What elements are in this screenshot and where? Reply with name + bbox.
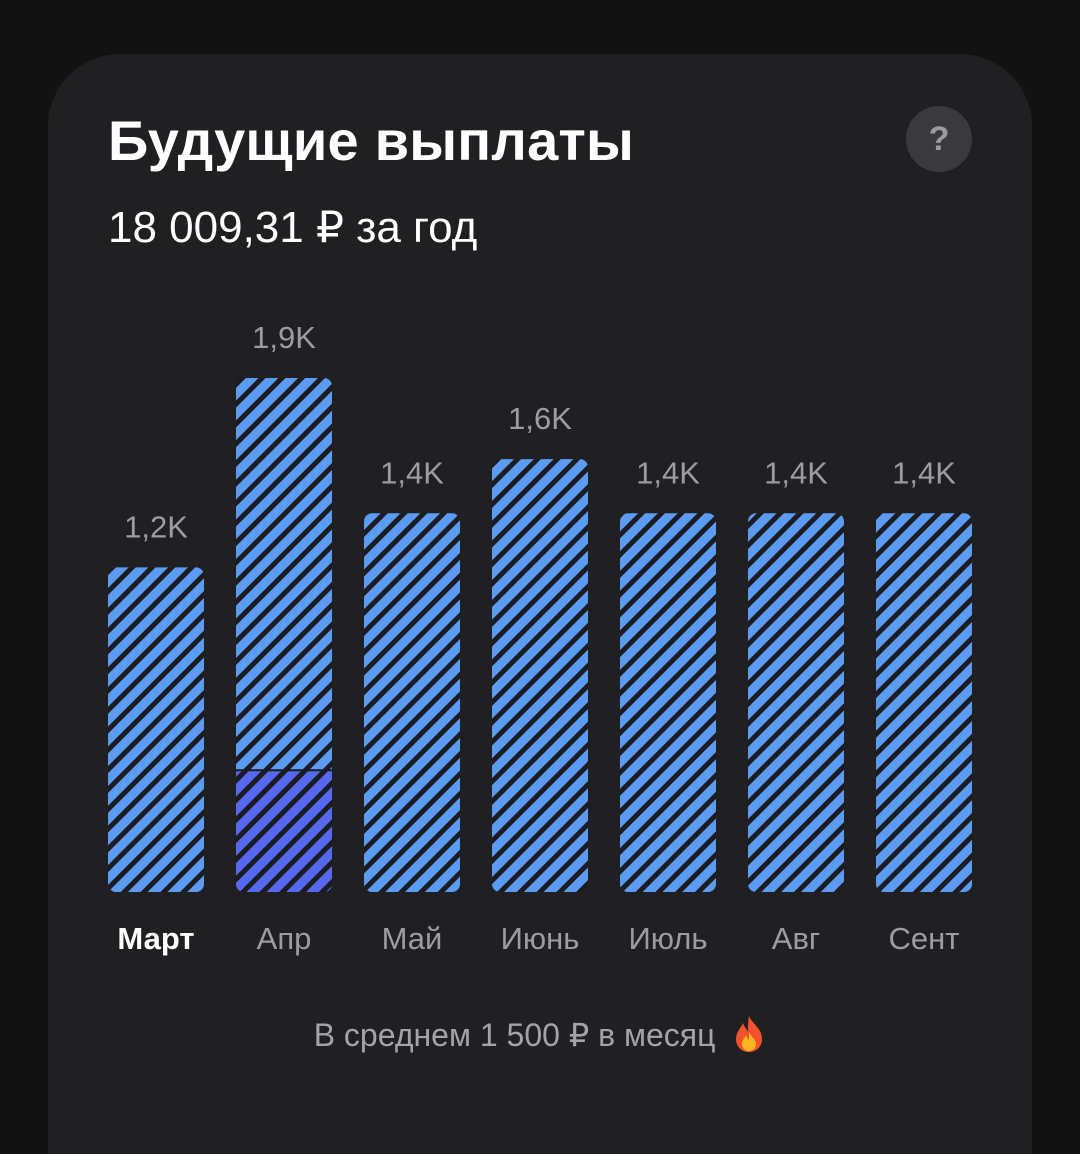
month-label[interactable]: Март [117,921,194,956]
help-button[interactable]: ? [906,106,972,172]
bar-accent-segment [236,770,332,892]
bar-Апр[interactable] [236,378,332,892]
month-label[interactable]: Апр [257,921,312,956]
payments-bar-chart: 1,2K Март 1,9K Апр 1,4K Май 1,6K Июнь 1,4K Июль 1,… [108,320,972,956]
average-summary: В среднем 1 500 ₽ в месяц [48,1015,1032,1054]
bar-value-label: 1,9K [252,320,316,355]
average-text: В среднем 1 500 ₽ в месяц [313,1017,716,1053]
bar-value-label: 1,4K [892,455,956,490]
month-label[interactable]: Сент [889,921,960,956]
month-label[interactable]: Май [382,921,443,956]
bar-Июнь[interactable] [492,459,588,892]
bar-Сент[interactable] [876,513,972,892]
bar-value-label: 1,4K [380,455,444,490]
month-label[interactable]: Авг [772,921,820,956]
bar-Июль[interactable] [620,513,716,892]
bar-value-label: 1,4K [636,455,700,490]
bar-value-label: 1,6K [508,401,572,436]
bar-Май[interactable] [364,513,460,892]
month-label[interactable]: Июль [628,921,707,956]
fire-icon [736,1015,763,1052]
bar-value-label: 1,4K [764,455,828,490]
bar-value-label: 1,2K [124,509,188,544]
card-title: Будущие выплаты [108,109,635,172]
bar-Авг[interactable] [748,513,844,892]
bar-Март[interactable] [108,567,204,892]
future-payments-card: Будущие выплаты ? 18 009,31 ₽ за год 1,2… [48,54,1032,1154]
month-label[interactable]: Июнь [501,921,580,956]
yearly-total: 18 009,31 ₽ за год [108,203,478,252]
question-icon: ? [928,120,950,158]
bar-accent-segment-top [236,770,332,781]
